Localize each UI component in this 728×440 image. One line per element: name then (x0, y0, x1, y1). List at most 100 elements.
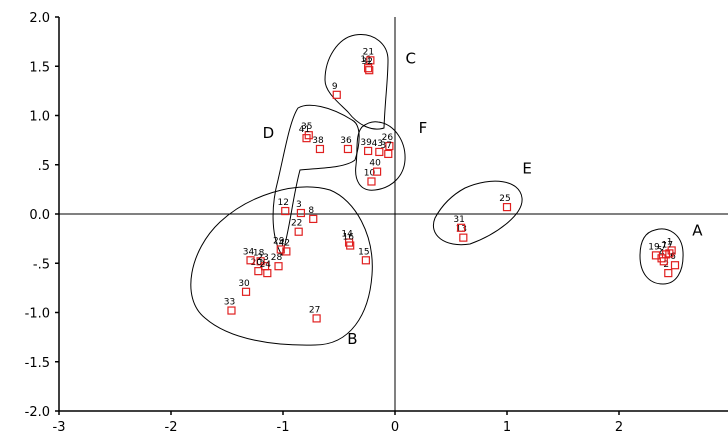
x-tick-label: -1 (277, 420, 290, 435)
data-point-marker (459, 233, 468, 242)
data-point-marker (254, 267, 263, 276)
data-point-label: 28 (271, 253, 283, 263)
data-point-label: 23 (257, 253, 268, 263)
y-tick-label: 2.0 (29, 11, 50, 26)
data-point-label: 27 (309, 305, 320, 315)
data-point-marker (302, 134, 311, 143)
data-point-label: 5 (657, 245, 663, 255)
data-point-marker (227, 306, 236, 315)
data-point-marker (367, 177, 376, 186)
cluster-label: D (263, 124, 275, 142)
cluster-outline-b (190, 186, 373, 346)
data-point-marker (276, 245, 285, 254)
data-point-label: 8 (308, 206, 314, 216)
data-point-marker (384, 149, 393, 159)
data-point-label: 30 (238, 279, 250, 289)
data-point-marker (365, 66, 374, 75)
data-point-marker (309, 214, 318, 224)
data-point-marker (364, 64, 373, 73)
cluster-outline-c (324, 34, 389, 130)
data-point-marker (664, 269, 673, 278)
data-point-label: 24 (260, 260, 272, 270)
data-point-label: 42 (279, 238, 290, 248)
data-point-label: 16 (342, 233, 354, 243)
y-tick-label: 1.0 (29, 110, 50, 125)
cluster-label: C (405, 49, 415, 67)
data-point-marker (296, 208, 306, 218)
data-point-label: 19 (648, 242, 660, 252)
data-point-marker (366, 56, 375, 65)
cluster-label: B (347, 330, 357, 348)
x-tick-label: -3 (53, 420, 66, 435)
data-point-label: 7 (661, 241, 667, 251)
data-point-marker (263, 269, 272, 278)
data-point-marker (343, 144, 353, 154)
data-point-marker (294, 227, 303, 236)
data-point-label: 41 (299, 125, 310, 135)
data-point-label: 15 (358, 247, 369, 257)
data-point-label: 18 (253, 248, 265, 258)
y-tick-label: 1.5 (29, 60, 50, 75)
data-point-label: 11 (360, 55, 371, 65)
data-point-marker (670, 261, 680, 270)
data-point-label: 9 (332, 82, 338, 92)
data-point-label: 21 (363, 47, 374, 57)
data-point-marker (456, 223, 466, 232)
data-point-marker (346, 241, 355, 250)
cluster-outlines (190, 34, 684, 346)
data-point-label: 13 (456, 225, 467, 235)
axes-layer: 2.01.51.0.50.0-.5-1.0-1.5-2.0-3 -2 -1 0 1 2 (25, 11, 728, 435)
data-point-label: 35 (301, 122, 312, 132)
data-point-label: 37 (381, 141, 392, 151)
data-point-label: 34 (243, 247, 255, 257)
data-point-label: 22 (291, 219, 302, 229)
data-point-marker (502, 203, 512, 212)
data-point-label: 26 (382, 133, 394, 143)
cluster-outline-f (355, 121, 406, 191)
y-tick-label: 0.0 (29, 208, 50, 223)
data-point-marker (246, 256, 255, 265)
data-point-label: 38 (312, 136, 324, 146)
data-point-marker (385, 141, 394, 151)
data-point-marker (281, 206, 290, 216)
data-point-label: 10 (364, 168, 376, 178)
y-tick-label: .5 (38, 159, 50, 174)
data-point-label: 29 (273, 236, 285, 246)
data-point-marker (375, 147, 384, 157)
data-point-label: 17 (662, 240, 673, 250)
cluster-outline-e (433, 180, 523, 246)
data-point-marker (651, 251, 661, 260)
data-point-label: 20 (251, 258, 263, 268)
y-tick-label: -1.0 (25, 307, 50, 322)
cluster-label: E (522, 160, 531, 178)
group-labels-layer: A B C D E F (263, 49, 704, 348)
data-point-label: 39 (360, 138, 372, 148)
data-point-marker (372, 167, 382, 176)
data-point-label: 31 (453, 215, 464, 225)
x-tick-label: 0 (391, 420, 399, 435)
x-tick-label: -2 (165, 420, 178, 435)
data-point-marker (665, 249, 674, 258)
data-point-label: 4 (659, 248, 665, 258)
data-point-label: 1 (667, 237, 673, 247)
data-point-marker (282, 247, 291, 256)
data-point-marker (332, 90, 341, 99)
x-tick-label: 2 (615, 420, 623, 435)
cluster-outline-a (639, 228, 684, 285)
data-point-label: 3 (296, 200, 302, 210)
points-layer: 1245671938910111213141516171820212223242… (224, 47, 680, 323)
data-point-marker (274, 262, 283, 271)
data-point-label: 43 (372, 139, 383, 149)
data-point-marker (361, 256, 370, 265)
cluster-label: A (692, 222, 703, 240)
cluster-label: F (419, 119, 428, 137)
data-point-marker (256, 257, 265, 266)
data-point-label: 40 (369, 159, 381, 169)
data-point-label: 36 (340, 136, 352, 146)
y-tick-label: -.5 (33, 257, 50, 272)
data-point-label: 25 (499, 194, 510, 204)
data-point-marker (315, 144, 325, 154)
data-point-label: 33 (224, 298, 235, 308)
data-point-label: 14 (341, 230, 353, 240)
